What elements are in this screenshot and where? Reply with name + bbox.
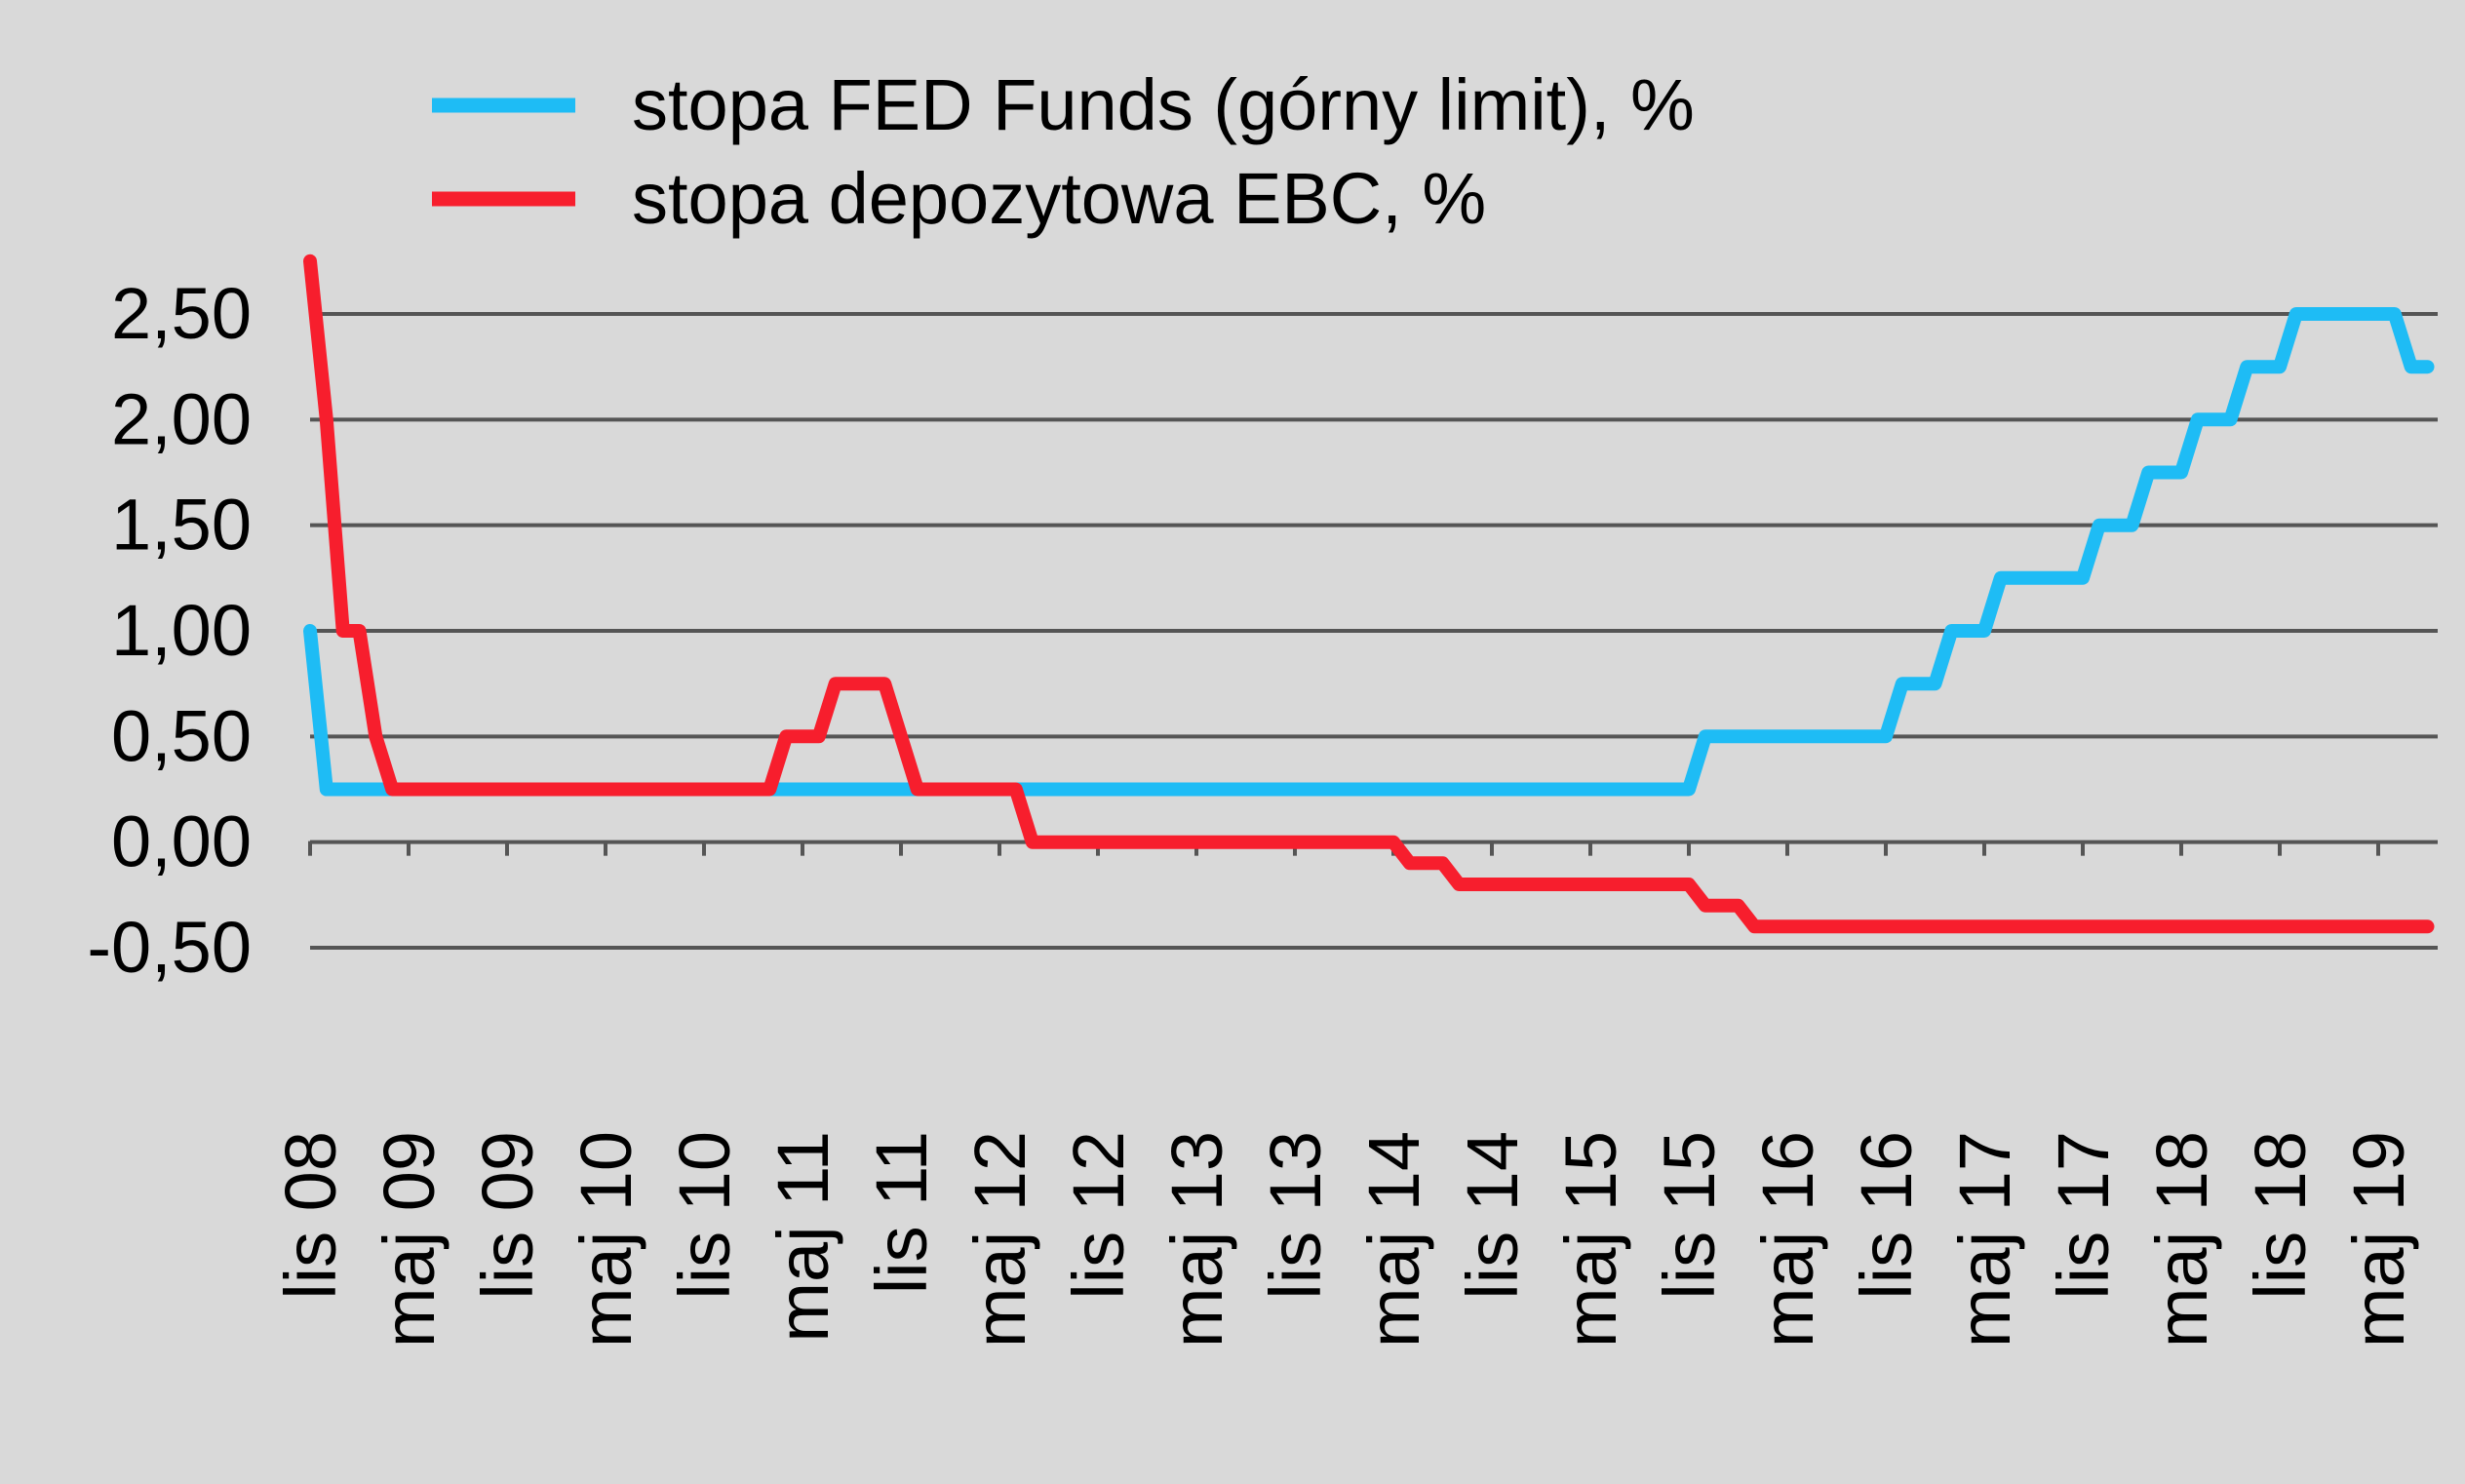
x-tick-label: maj 13 <box>1156 1131 1237 1347</box>
x-tick-label: lis 12 <box>1058 1131 1139 1300</box>
y-tick-label: 0,50 <box>111 695 252 776</box>
x-tick-label: maj 17 <box>1944 1131 2025 1347</box>
x-tick-label: lis 15 <box>1649 1131 1730 1300</box>
y-tick-label: 2,00 <box>111 378 252 459</box>
x-tick-label: lis 16 <box>1846 1131 1927 1300</box>
x-tick-label: lis 08 <box>270 1131 351 1300</box>
x-tick-label: maj 18 <box>2141 1131 2222 1347</box>
x-tick-label: lis 18 <box>2240 1131 2321 1300</box>
y-tick-label: 1,50 <box>111 485 252 566</box>
x-tick-label: lis 09 <box>467 1131 548 1300</box>
series-line-ebc-deposit <box>303 254 2435 934</box>
x-tick-label: maj 10 <box>566 1131 646 1347</box>
x-tick-label: lis 10 <box>664 1131 745 1300</box>
x-tick-label: lis 13 <box>1255 1131 1336 1300</box>
x-tick-label: maj 19 <box>2338 1131 2419 1347</box>
y-tick-label: 0,00 <box>111 801 252 882</box>
series-line-fed-funds <box>303 307 2435 797</box>
x-tick-label: lis 17 <box>2043 1131 2124 1300</box>
x-tick-label: maj 16 <box>1747 1131 1828 1347</box>
legend-label: stopa FED Funds (górny limit), % <box>632 64 1695 145</box>
x-tick-label: maj 12 <box>959 1131 1040 1347</box>
x-tick-label: maj 11 <box>763 1131 843 1343</box>
legend-label: stopa depozytowa EBC, % <box>632 158 1486 239</box>
y-tick-label: 2,50 <box>111 273 252 354</box>
y-tick-label: -0,50 <box>87 907 252 988</box>
x-tick-label: maj 09 <box>369 1131 450 1347</box>
legend: stopa FED Funds (górny limit), % stopa de… <box>432 64 1695 239</box>
x-tick-label: lis 14 <box>1452 1131 1533 1300</box>
x-tick-label: lis 11 <box>861 1131 942 1294</box>
y-tick-label: 1,00 <box>111 590 252 671</box>
series-lines <box>303 254 2435 934</box>
y-axis: 2,50 2,00 1,50 1,00 0,50 0,00 -0,50 <box>87 273 252 988</box>
x-axis: lis 08 maj 09 lis 09 maj 10 lis 10 maj 11 lis … <box>270 840 2419 1347</box>
x-tick-label: maj 14 <box>1353 1131 1434 1347</box>
x-tick-label: maj 15 <box>1550 1131 1631 1347</box>
